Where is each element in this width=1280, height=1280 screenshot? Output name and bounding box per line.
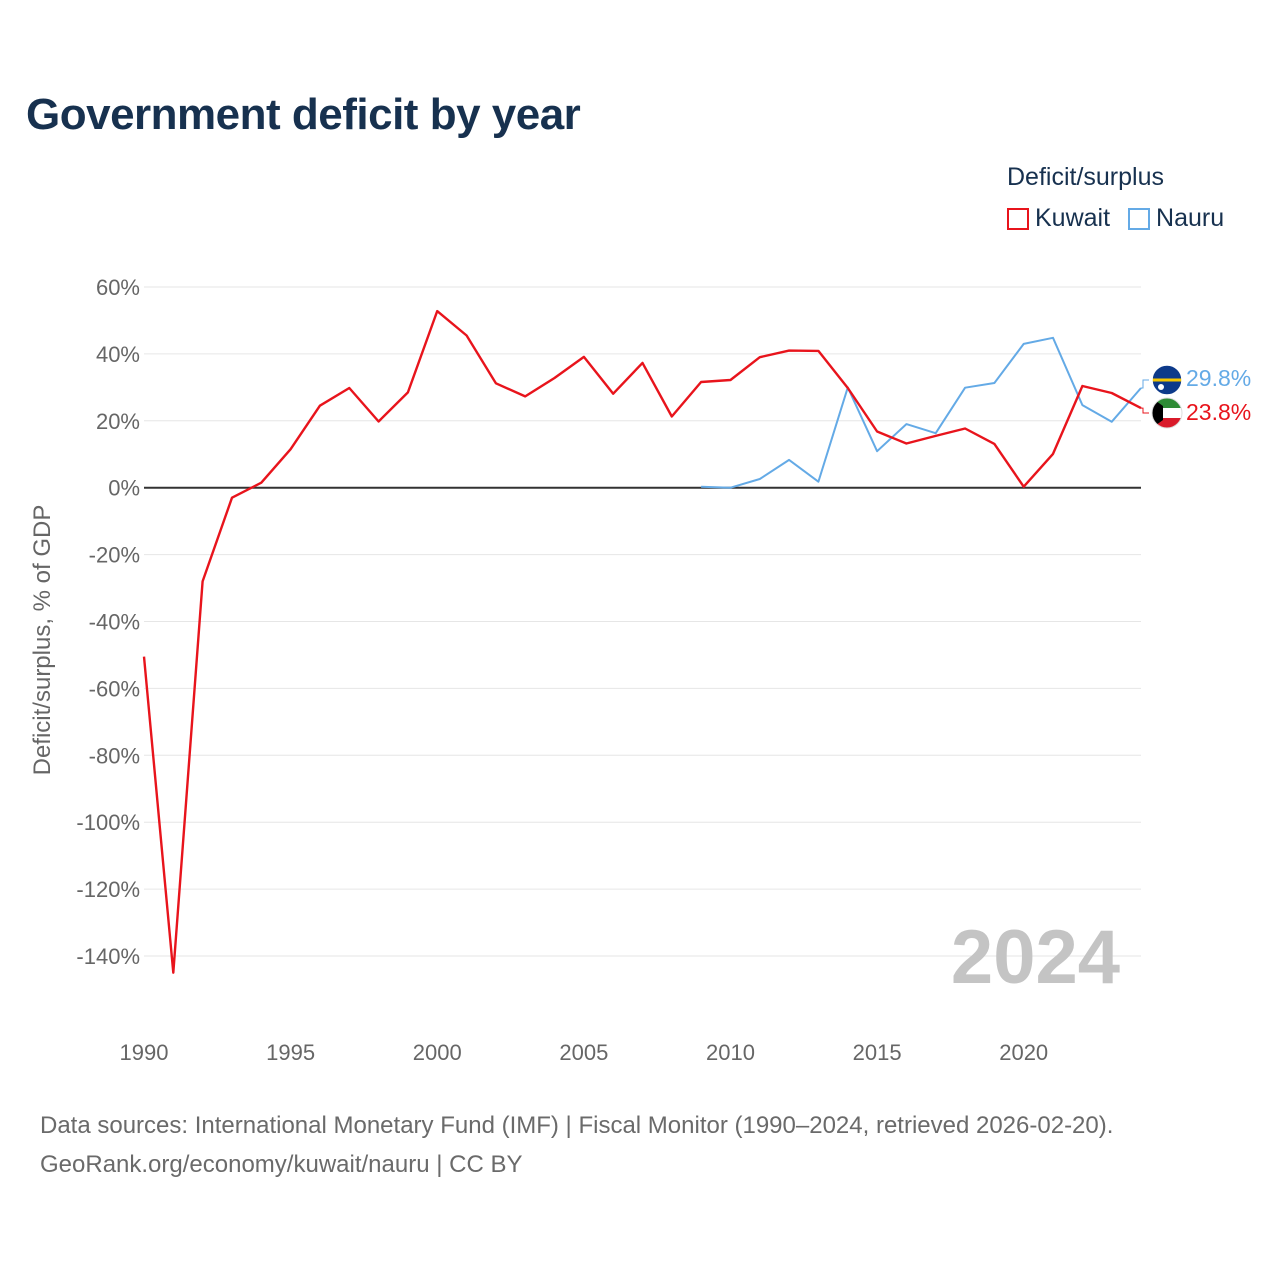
end-label-kuwait: 23.8%: [1186, 399, 1251, 425]
y-tick-label: -80%: [89, 743, 140, 768]
chart-title: Government deficit by year: [26, 90, 581, 139]
y-tick-label: 40%: [96, 342, 140, 367]
x-tick-label: 1990: [120, 1040, 169, 1065]
y-tick-label: 60%: [96, 275, 140, 300]
legend-label-nauru: Nauru: [1156, 204, 1225, 232]
y-tick-label: -60%: [89, 676, 140, 701]
legend: Kuwait Nauru: [1007, 204, 1242, 233]
legend-item-kuwait[interactable]: Kuwait: [1007, 204, 1110, 233]
year-watermark: 2024: [951, 915, 1120, 1000]
x-tick-label: 2015: [853, 1040, 902, 1065]
x-tick-label: 2010: [706, 1040, 755, 1065]
y-tick-label: -140%: [76, 944, 140, 969]
y-tick-label: 20%: [96, 409, 140, 434]
legend-title: Deficit/surplus: [1007, 163, 1164, 191]
nauru-flag-icon: [1152, 365, 1182, 395]
series-line-nauru[interactable]: [701, 336, 1142, 489]
legend-label-kuwait: Kuwait: [1035, 204, 1111, 232]
x-tick-label: 2000: [413, 1040, 462, 1065]
nauru-flag-border: [1151, 364, 1183, 396]
legend-swatch-nauru: [1128, 207, 1151, 230]
y-axis-title: Deficit/surplus, % of GDP: [29, 505, 56, 776]
x-tick-label: 2005: [559, 1040, 608, 1065]
gridlines: [144, 286, 1141, 957]
end-label-nauru: 29.8%: [1186, 365, 1251, 391]
y-tick-label: -40%: [89, 610, 140, 635]
legend-swatch-kuwait: [1007, 207, 1029, 230]
end-connector-nauru: [1141, 379, 1149, 389]
y-tick-label: -20%: [89, 543, 140, 568]
y-tick-label: -120%: [76, 877, 140, 902]
series-line-kuwait[interactable]: [142, 309, 1142, 974]
y-tick-label: 0%: [108, 476, 140, 501]
line-chart: 60% 40% 20% 0% -20% -40% -60% -80% -100% -120% -14…: [29, 275, 1251, 1065]
end-labels: 29.8% 23.8%: [1151, 364, 1251, 429]
x-axis-ticks: 1990 1995 2000 2005 2010 2015 2020: [120, 1040, 1049, 1065]
end-connector-kuwait: [1141, 407, 1149, 414]
y-tick-label: -100%: [76, 810, 140, 835]
x-tick-label: 2020: [999, 1040, 1048, 1065]
y-axis-ticks: 60% 40% 20% 0% -20% -40% -60% -80% -100% -120% -14…: [76, 275, 140, 969]
footer-attribution[interactable]: GeoRank.org/economy/kuwait/nauru | CC BY: [40, 1151, 523, 1178]
series-lines: [142, 309, 1149, 974]
kuwait-flag-border: [1151, 397, 1183, 429]
legend-item-nauru[interactable]: Nauru: [1128, 204, 1224, 233]
footer: Data sources: International Monetary Fun…: [40, 1106, 1113, 1184]
footer-sources: Data sources: International Monetary Fun…: [40, 1112, 1114, 1139]
kuwait-flag-icon: [1152, 398, 1182, 428]
x-tick-label: 1995: [266, 1040, 315, 1065]
